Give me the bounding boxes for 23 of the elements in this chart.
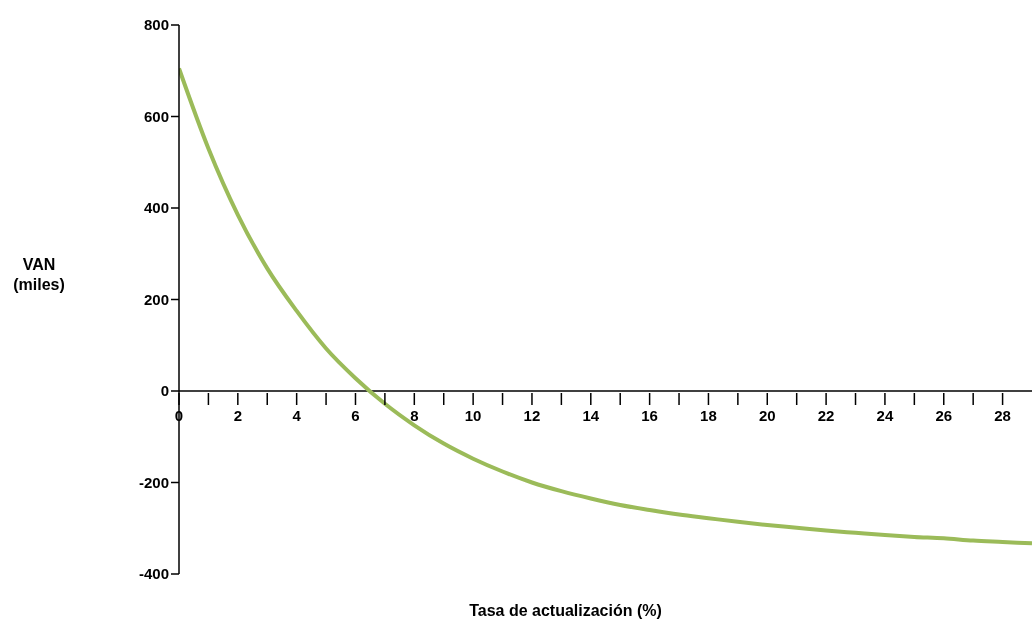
y-tick-label: 200 bbox=[143, 290, 169, 308]
x-tick-label: 18 bbox=[700, 407, 717, 424]
x-tick-label: 22 bbox=[817, 407, 835, 424]
x-tick-label: 12 bbox=[523, 407, 541, 424]
x-tick-label: 16 bbox=[641, 407, 658, 424]
x-tick-label: 10 bbox=[464, 407, 482, 424]
x-tick-label: 2 bbox=[233, 407, 242, 424]
y-tick-label: 800 bbox=[143, 16, 169, 34]
x-tick-label: 28 bbox=[994, 407, 1011, 424]
y-tick-label: 400 bbox=[143, 199, 169, 217]
y-axis-title: VAN (miles) bbox=[13, 255, 65, 293]
x-tick-label: 20 bbox=[758, 407, 776, 424]
x-tick-label: 14 bbox=[582, 407, 600, 424]
y-tick-label: -400 bbox=[138, 565, 169, 583]
y-tick-label: 600 bbox=[143, 107, 169, 125]
y-tick-label: -200 bbox=[138, 473, 169, 491]
x-tick-label: 6 bbox=[351, 407, 360, 424]
x-tick-label: 4 bbox=[292, 407, 302, 424]
y-tick-label: 0 bbox=[160, 382, 169, 400]
x-tick-label: 8 bbox=[410, 407, 419, 424]
x-axis-title: Tasa de actualización (%) bbox=[469, 602, 662, 619]
x-tick-label: 26 bbox=[935, 407, 953, 424]
x-tick-label: 24 bbox=[876, 407, 894, 424]
